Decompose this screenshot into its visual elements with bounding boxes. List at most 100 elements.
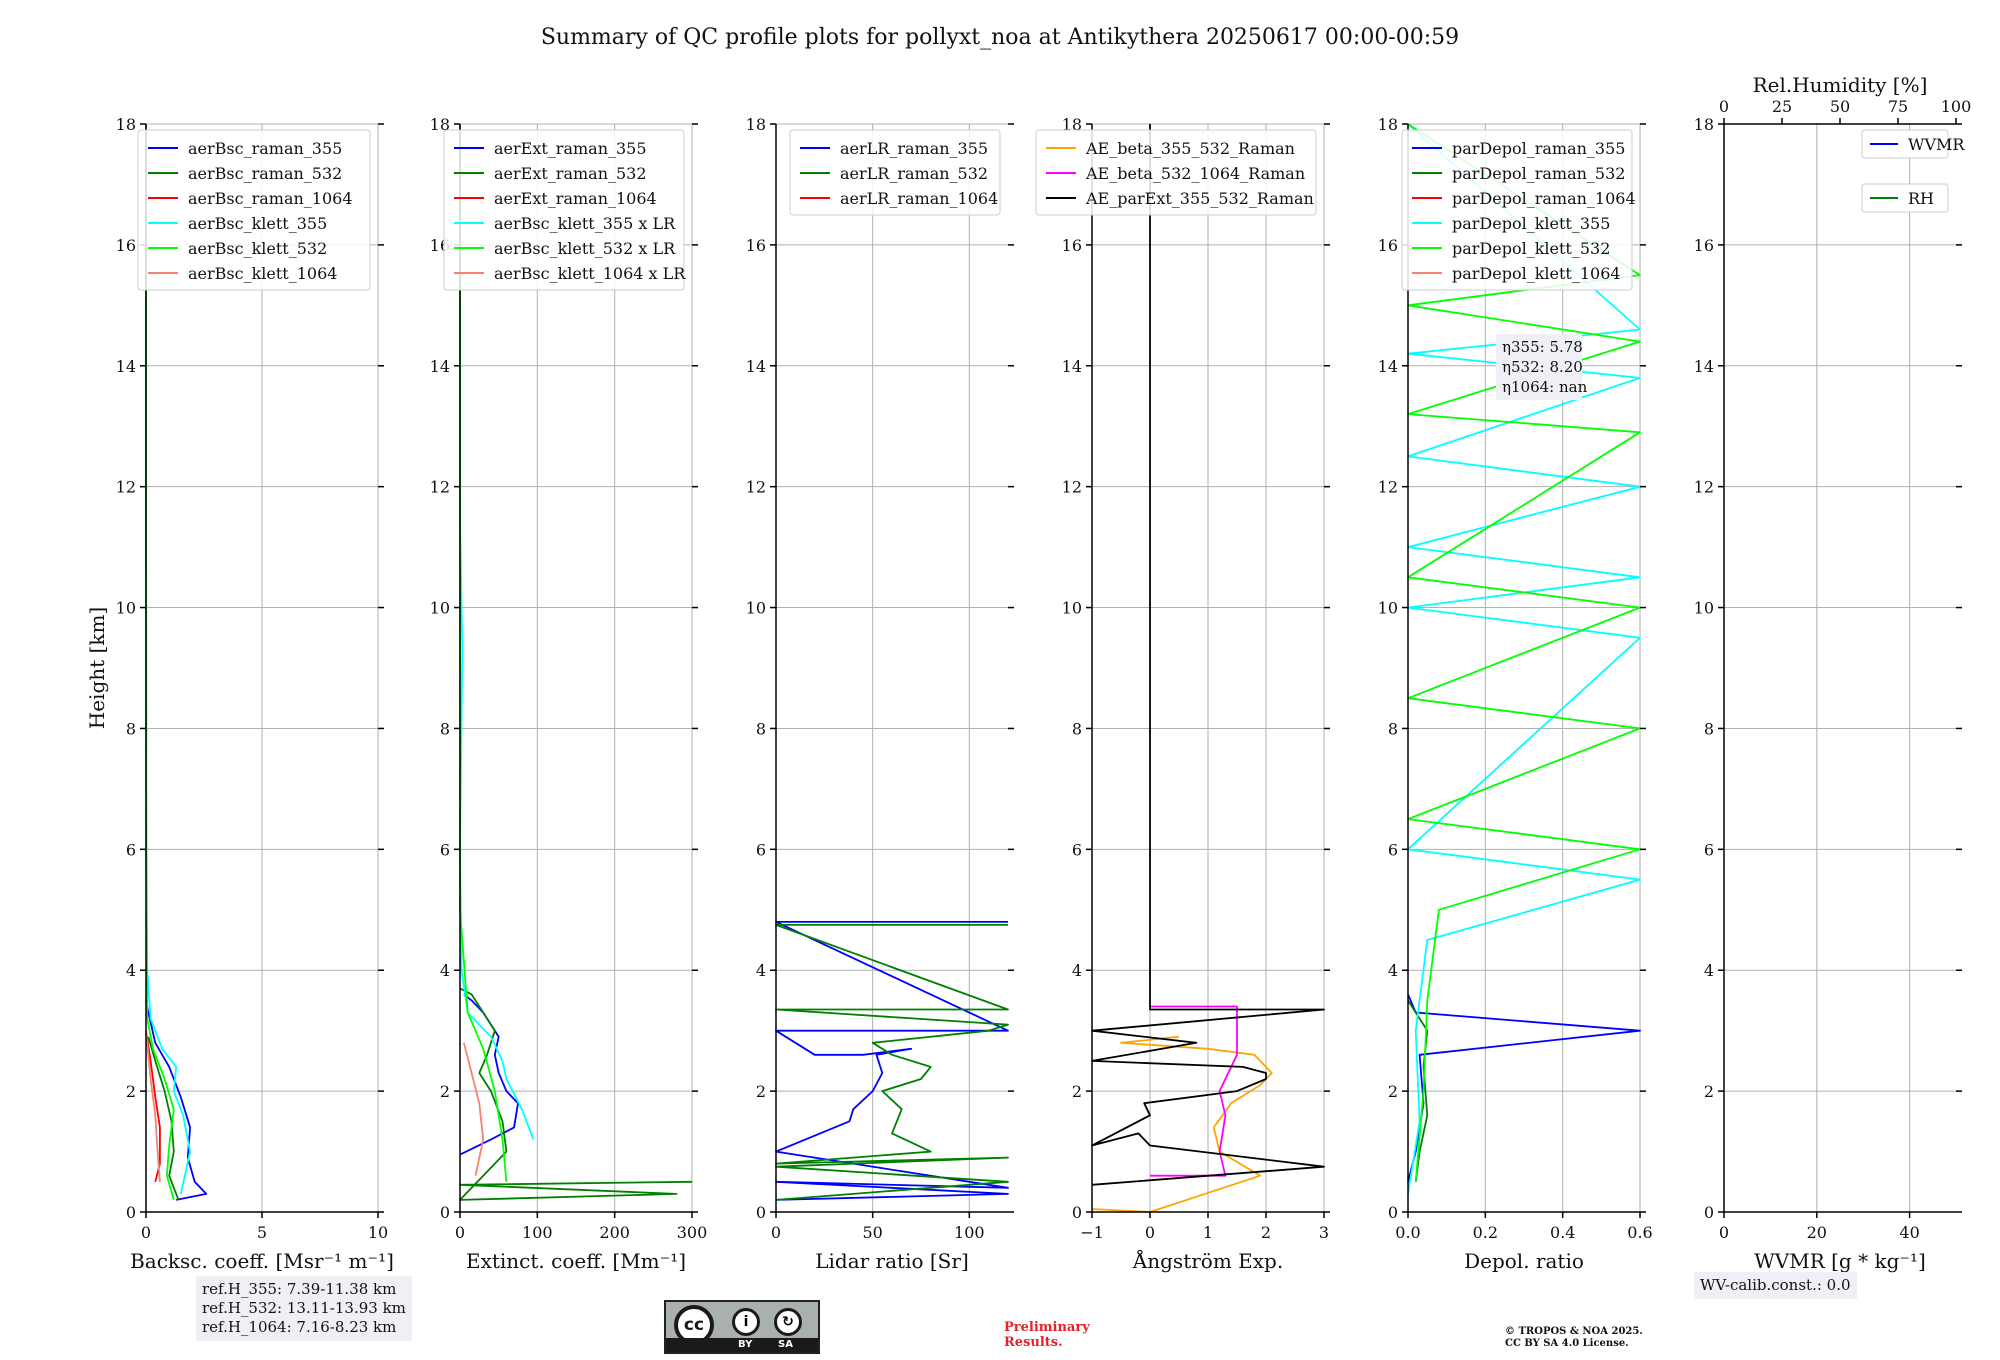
legend-entry: aerBsc_klett_532: [188, 239, 327, 258]
legend-box: [1861, 129, 1949, 159]
y-tick-label: 6: [756, 840, 766, 859]
y-tick-label: 14: [116, 357, 136, 376]
x-tick-label: 1: [1203, 1223, 1213, 1242]
series-line-aerExt_raman_355: [459, 993, 519, 1156]
x-tick-label-top: 75: [1888, 97, 1908, 116]
legend-entry: parDepol_raman_532: [1452, 164, 1625, 183]
x-tick-label: 300: [677, 1223, 708, 1242]
eta-annotation-line: η1064: nan: [1502, 378, 1588, 396]
series-line-AE_parExt_355_532_Raman: [1091, 124, 1325, 1186]
y-tick-label: 4: [126, 961, 136, 980]
x-axis-label: Depol. ratio: [1464, 1249, 1584, 1273]
series-line-parDepol_raman_355: [1407, 994, 1641, 1183]
x-tick-label: 0: [455, 1223, 465, 1242]
y-tick-label: 2: [126, 1082, 136, 1101]
x-tick-label-top: 0: [1719, 97, 1729, 116]
y-tick-label: 10: [1694, 599, 1714, 618]
preliminary-line-2: Results.: [1004, 1335, 1063, 1350]
x-tick-label: 0.0: [1395, 1223, 1420, 1242]
legend-entry: parDepol_raman_355: [1452, 139, 1625, 158]
legend-entry: WVMR: [1908, 135, 1965, 154]
y-tick-label: 14: [746, 357, 766, 376]
y-tick-label: 0: [440, 1203, 450, 1222]
x-tick-label: −1: [1080, 1223, 1104, 1242]
y-tick-label: 18: [1378, 115, 1398, 134]
legend-box: [1401, 129, 1633, 291]
series-line-aerBsc_klett_1064: [145, 1030, 161, 1182]
series-line-aerBsc_raman_355: [145, 1000, 208, 1201]
y-tick-label: 4: [440, 961, 450, 980]
y-tick-label: 18: [116, 115, 136, 134]
y-tick-label: 10: [1062, 599, 1082, 618]
series-line-AE_beta_355_532_Raman: [1091, 1035, 1273, 1213]
legend-entry: aerExt_raman_355: [494, 139, 647, 158]
x-axis-label-top: Rel.Humidity [%]: [1753, 73, 1928, 97]
legend-entry: RH: [1908, 189, 1934, 208]
panel-1: 0 2 4 6 8 10 12 14 16 18 0 5 10 Backsc. coeff. [Msr⁻¹…: [85, 115, 394, 1273]
panel-5: 0 2 4 6 8 10 12 14 16 18 0.0 0.2 0.4 0.6 Depol. ratio p…: [1378, 115, 1653, 1273]
legend-entry: parDepol_klett_1064: [1452, 264, 1621, 283]
cc-license-badge: cc i ↻ BY SA: [664, 1300, 820, 1354]
share-alike-icon: ↻: [774, 1308, 802, 1336]
legend-entry: aerExt_raman_1064: [494, 189, 657, 208]
legend-entry: aerBsc_klett_355 x LR: [494, 214, 676, 233]
eta-annotation-line: η355: 5.78: [1502, 338, 1583, 356]
y-tick-label: 10: [430, 599, 450, 618]
ref-height-355: ref.H_355: 7.39-11.38 km: [202, 1280, 397, 1298]
y-tick-label: 10: [116, 599, 136, 618]
series-line-parDepol_klett_532: [1407, 123, 1641, 1182]
y-axis-label: Height [km]: [85, 607, 109, 729]
legend-entry: aerBsc_raman_532: [188, 164, 342, 183]
preliminary-line-1: Preliminary: [1004, 1320, 1090, 1335]
legend-entry: aerLR_raman_532: [840, 164, 988, 183]
x-tick-label: 0: [771, 1223, 781, 1242]
x-axis-label: Lidar ratio [Sr]: [815, 1249, 969, 1273]
ref-height-532: ref.H_532: 13.11-13.93 km: [202, 1299, 406, 1317]
cc-sa-label: SA: [778, 1339, 793, 1350]
x-axis-label: Ångström Exp.: [1132, 1248, 1283, 1273]
y-tick-label: 16: [1378, 236, 1398, 255]
y-tick-label: 18: [1062, 115, 1082, 134]
y-tick-label: 6: [440, 840, 450, 859]
series-line-AE_beta_532_1064_Raman: [1150, 1005, 1238, 1177]
legend-box: [443, 129, 685, 291]
y-tick-label: 14: [430, 357, 450, 376]
y-tick-label: 8: [1704, 719, 1714, 738]
legend-entry: aerBsc_klett_355: [188, 214, 327, 233]
x-tick-label: 100: [954, 1223, 985, 1242]
copyright-line-1: © TROPOS & NOA 2025.: [1505, 1326, 1643, 1337]
y-tick-label: 14: [1378, 357, 1398, 376]
legend-entry: aerBsc_raman_355: [188, 139, 342, 158]
y-tick-label: 6: [1072, 840, 1082, 859]
series-line-aerLR_raman_532: [775, 924, 1009, 1201]
legend-box: [1861, 183, 1949, 213]
y-tick-label: 0: [1388, 1203, 1398, 1222]
x-tick-label: 100: [522, 1223, 553, 1242]
x-tick-label: 40: [1899, 1223, 1919, 1242]
x-axis-label: Backsc. coeff. [Msr⁻¹ m⁻¹]: [130, 1249, 394, 1273]
cc-badge-bar: [666, 1338, 818, 1352]
x-axis-label: WVMR [g * kg⁻¹]: [1754, 1249, 1926, 1273]
x-tick-label: 50: [862, 1223, 882, 1242]
y-tick-label: 0: [126, 1203, 136, 1222]
y-tick-label: 10: [746, 599, 766, 618]
y-tick-label: 8: [1072, 719, 1082, 738]
legend-entry: aerLR_raman_1064: [840, 189, 998, 208]
x-tick-label: 200: [599, 1223, 630, 1242]
y-tick-label: 2: [1388, 1082, 1398, 1101]
x-tick-label: 0.2: [1473, 1223, 1498, 1242]
x-tick-label: 0.6: [1627, 1223, 1652, 1242]
x-tick-label: 0: [1719, 1223, 1729, 1242]
y-tick-label: 8: [126, 719, 136, 738]
x-tick-label: 20: [1807, 1223, 1827, 1242]
y-tick-label: 12: [1378, 478, 1398, 497]
x-tick-label: 5: [257, 1223, 267, 1242]
y-tick-label: 18: [1694, 115, 1714, 134]
y-tick-label: 4: [1388, 961, 1398, 980]
y-tick-label: 0: [1704, 1203, 1714, 1222]
legend-entry: aerLR_raman_355: [840, 139, 988, 158]
panel-3: 0 2 4 6 8 10 12 14 16 18 0 50 100 Lidar ratio [Sr] aer…: [746, 115, 1014, 1273]
ref-height-1064: ref.H_1064: 7.16-8.23 km: [202, 1318, 397, 1336]
